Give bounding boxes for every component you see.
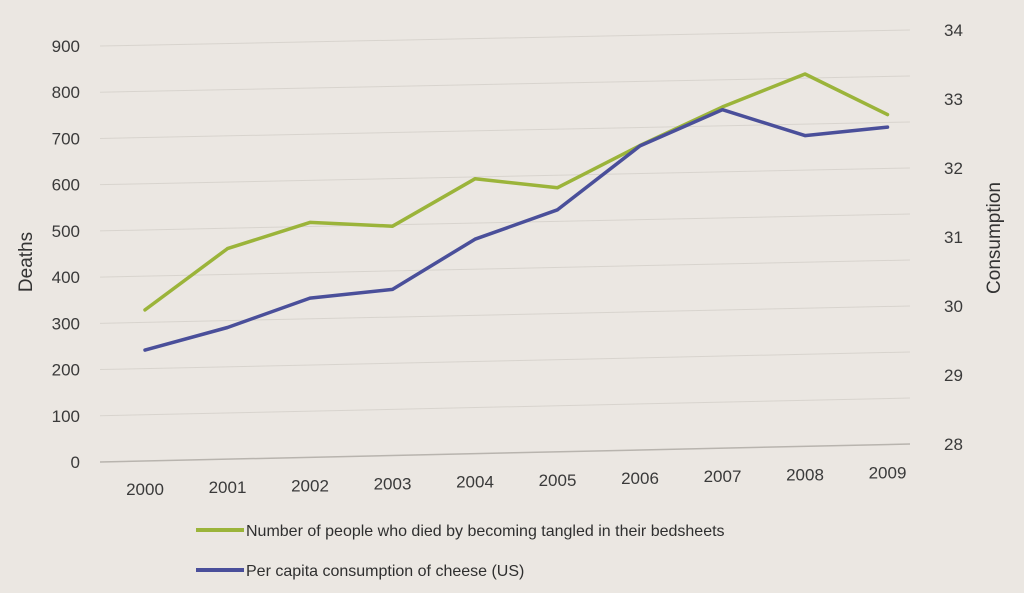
series-0-point xyxy=(308,220,312,224)
left-tick-label: 400 xyxy=(52,268,80,287)
right-tick-label: 34 xyxy=(944,21,963,40)
legend: Number of people who died by becoming ta… xyxy=(196,523,725,580)
right-tick-label: 29 xyxy=(944,366,963,385)
series-1-point xyxy=(556,208,559,212)
left-tick-label: 600 xyxy=(52,176,80,195)
series-0-point xyxy=(556,186,559,190)
right-tick-label: 28 xyxy=(944,435,963,454)
x-axis-line xyxy=(99,443,911,463)
x-tick-label: 2009 xyxy=(869,464,907,483)
x-tick-label: 2000 xyxy=(126,480,164,499)
x-tick-label: 2003 xyxy=(374,475,412,494)
gridline xyxy=(99,167,911,186)
gridlines xyxy=(99,29,911,417)
series-0-point xyxy=(226,247,229,251)
right-tick-label: 30 xyxy=(944,297,963,316)
legend-label-deaths: Number of people who died by becoming ta… xyxy=(246,523,725,540)
right-axis-title: Consumption xyxy=(984,182,1005,294)
x-tick-label: 2004 xyxy=(456,473,494,492)
left-tick-label: 700 xyxy=(52,129,80,148)
gridline xyxy=(99,351,911,371)
series-1-point xyxy=(721,108,724,112)
left-tick-label: 800 xyxy=(52,83,80,102)
left-tick-label: 300 xyxy=(52,314,80,333)
series-line-1 xyxy=(143,107,890,352)
right-tick-label: 31 xyxy=(944,228,963,247)
left-axis-title: Deaths xyxy=(16,232,37,292)
x-tick-label: 2005 xyxy=(539,471,577,490)
x-tick-label: 2001 xyxy=(209,478,247,497)
series-0-point xyxy=(886,113,889,117)
x-tick-label: 2002 xyxy=(291,476,329,495)
x-tick-label: 2006 xyxy=(621,469,659,488)
left-axis-ticks: 0 100 200 300 400 500 600 700 800 900 xyxy=(52,37,80,472)
right-tick-label: 33 xyxy=(944,90,963,109)
series-1-point xyxy=(473,237,477,241)
series-1-point xyxy=(308,296,312,300)
series-line-0 xyxy=(143,72,890,312)
right-axis-ticks: 28 29 30 31 32 33 34 xyxy=(944,21,963,454)
left-tick-label: 0 xyxy=(71,453,80,472)
series-1-point xyxy=(803,134,807,138)
gridline xyxy=(99,397,911,417)
gridline xyxy=(99,75,911,93)
legend-label-cheese: Per capita consumption of cheese (US) xyxy=(246,563,524,580)
series-layer xyxy=(143,72,890,352)
right-tick-label: 32 xyxy=(944,159,963,178)
series-1-point xyxy=(638,144,642,148)
series-0-point xyxy=(721,105,724,109)
series-1-point xyxy=(391,287,394,291)
series-0-point xyxy=(803,72,807,76)
series-0-point xyxy=(143,308,147,312)
left-tick-label: 900 xyxy=(52,37,80,56)
series-1-point xyxy=(886,125,889,129)
x-tick-label: 2007 xyxy=(704,467,742,486)
left-tick-label: 200 xyxy=(52,361,80,380)
gridline xyxy=(99,29,911,47)
series-1-point xyxy=(226,326,229,330)
series-0-point xyxy=(391,224,394,228)
left-tick-label: 100 xyxy=(52,407,80,426)
gridline xyxy=(99,213,911,232)
series-0-point xyxy=(473,177,477,181)
gridline xyxy=(99,305,911,324)
x-tick-label: 2008 xyxy=(786,465,824,484)
series-1-point xyxy=(143,348,147,352)
x-axis-ticks: 2000 2001 2002 2003 2004 2005 2006 2007 2008 2009 xyxy=(126,464,906,500)
gridline xyxy=(99,259,911,278)
left-tick-label: 500 xyxy=(52,222,80,241)
